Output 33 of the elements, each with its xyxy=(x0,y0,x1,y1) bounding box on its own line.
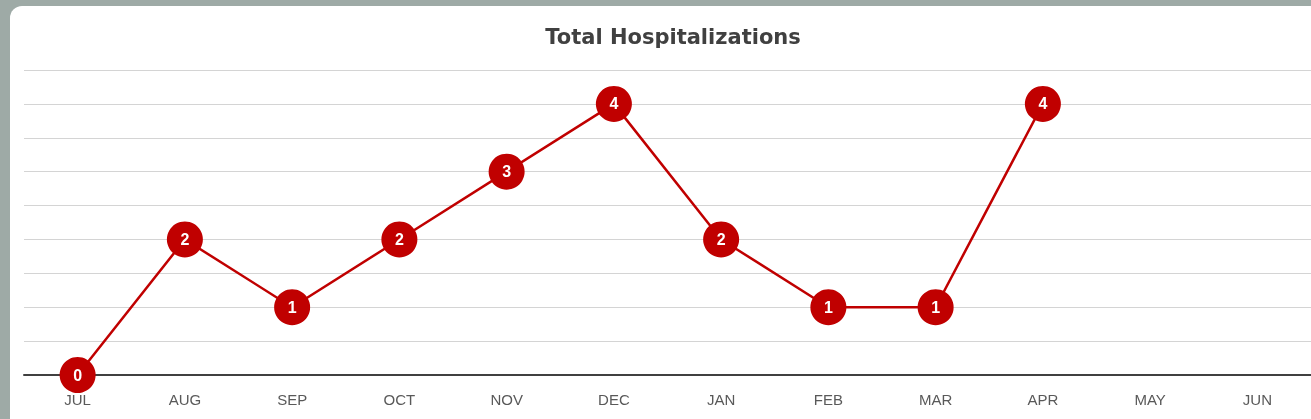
point xyxy=(488,153,525,190)
point xyxy=(274,289,311,326)
x-tick-label: FEB xyxy=(813,391,843,408)
data-label: 2 xyxy=(394,230,404,248)
point xyxy=(703,221,740,258)
point xyxy=(166,221,203,258)
x-tick-label: JUL xyxy=(64,391,91,408)
x-tick-label: AUG xyxy=(168,391,202,408)
point xyxy=(595,85,632,122)
x-tick-label: NOV xyxy=(490,391,523,408)
data-label: 2 xyxy=(716,230,726,248)
chart-title: Total Hospitalizations xyxy=(545,24,801,49)
data-label: 0 xyxy=(73,366,83,384)
point xyxy=(1024,85,1061,122)
x-tick-label: DEC xyxy=(598,391,630,408)
data-label: 3 xyxy=(502,163,512,181)
x-tick-label: OCT xyxy=(383,391,416,408)
data-label: 1 xyxy=(931,298,941,316)
data-label: 4 xyxy=(1038,95,1048,113)
point xyxy=(59,357,96,393)
x-tick-label: MAY xyxy=(1134,391,1166,408)
data-label: 1 xyxy=(287,298,297,316)
data-label: 1 xyxy=(823,298,833,316)
x-tick-label: MAR xyxy=(918,391,953,408)
x-tick-label: SEP xyxy=(277,391,308,408)
data-label: 4 xyxy=(609,95,619,113)
data-label: 2 xyxy=(180,230,190,248)
x-tick-label: APR xyxy=(1027,391,1059,408)
point xyxy=(810,289,847,326)
x-tick-label: JUN xyxy=(1242,391,1272,408)
point xyxy=(381,221,418,258)
x-tick-label: JAN xyxy=(706,391,736,408)
point xyxy=(917,289,954,326)
